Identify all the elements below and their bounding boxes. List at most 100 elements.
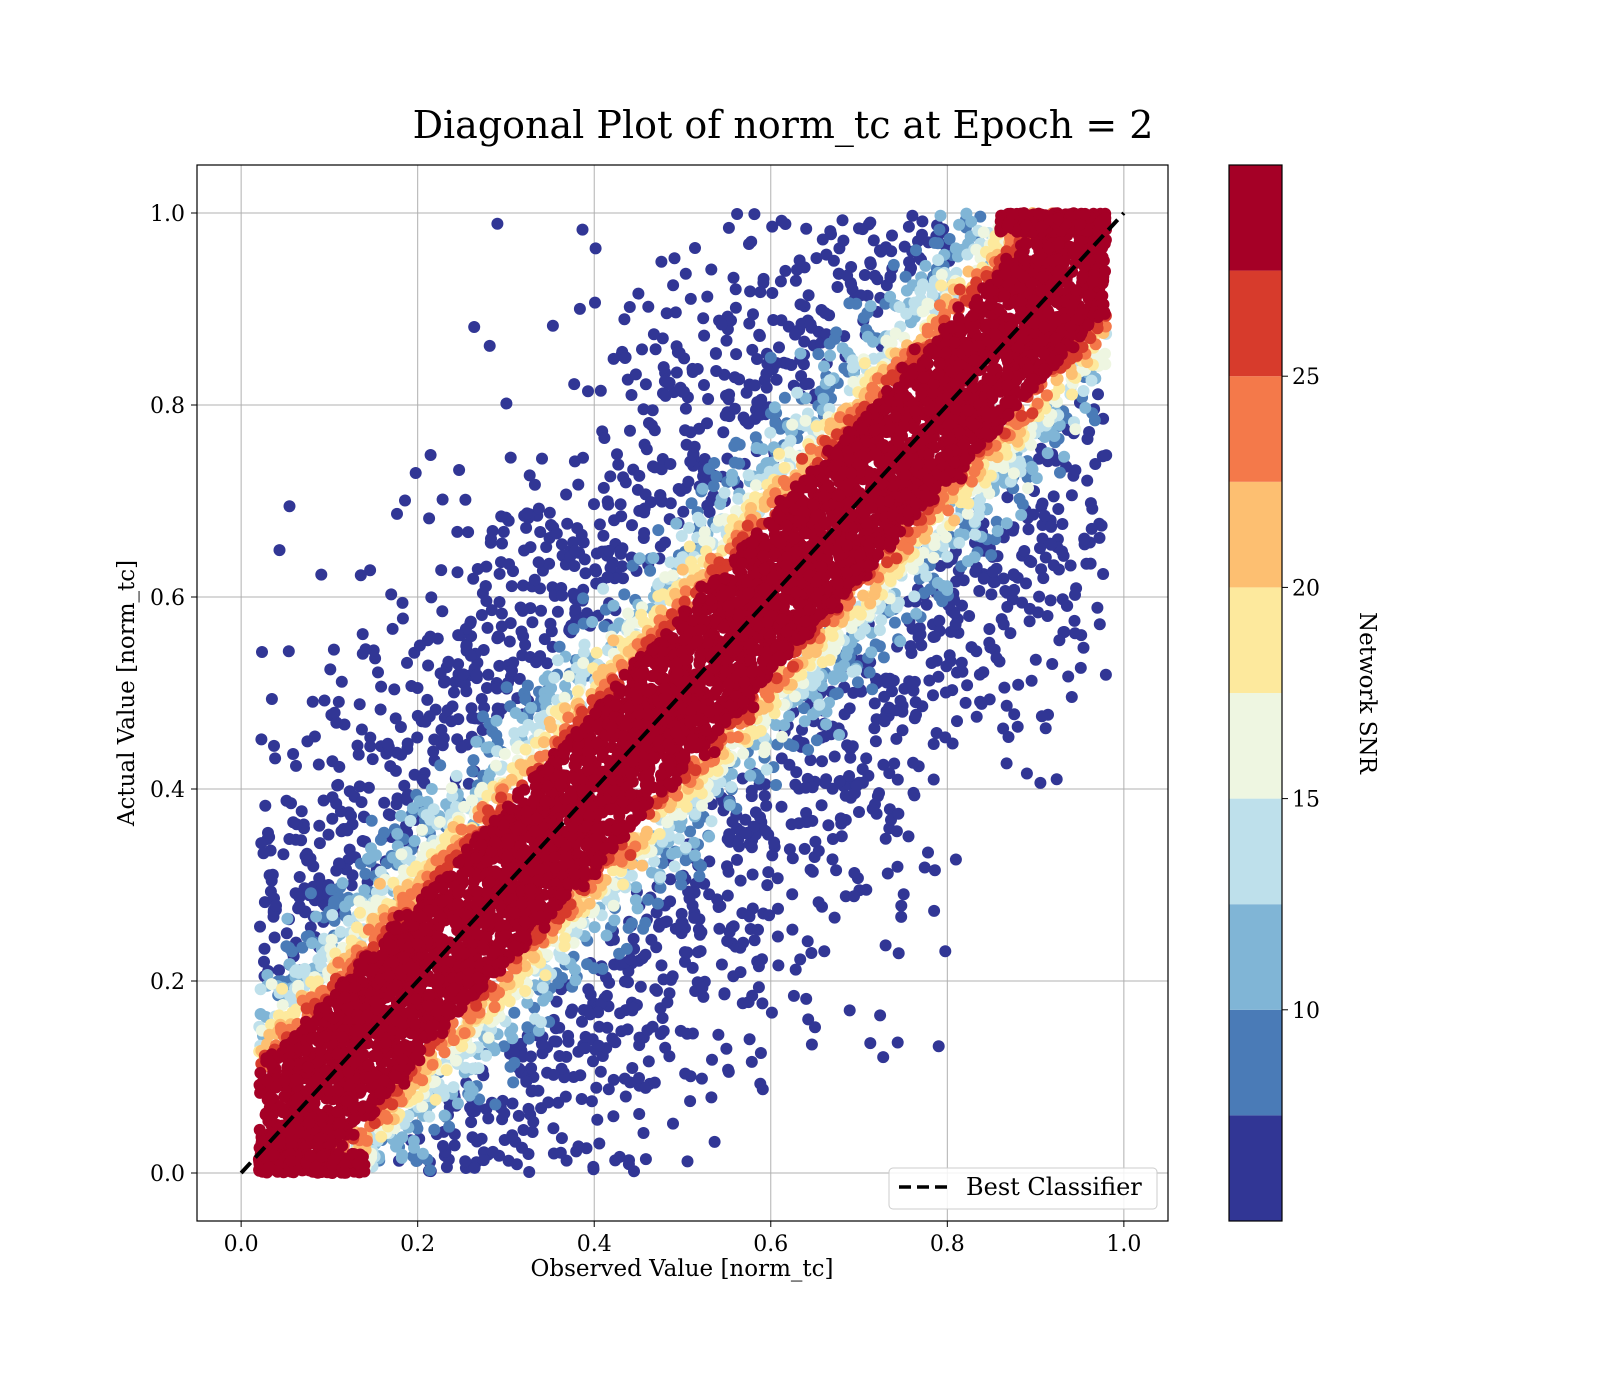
scatter-point xyxy=(451,1097,464,1110)
scatter-point xyxy=(515,625,528,638)
scatter-point xyxy=(723,799,736,811)
scatter-point xyxy=(902,220,915,233)
scatter-point xyxy=(853,222,865,235)
scatter-point xyxy=(585,1095,598,1108)
scatter-point xyxy=(536,452,548,465)
scatter-point xyxy=(659,389,672,402)
scatter-point xyxy=(1047,490,1060,503)
scatter-point xyxy=(908,789,921,802)
scatter-point xyxy=(496,537,508,550)
scatter-point xyxy=(705,1091,718,1104)
scatter-point xyxy=(619,476,632,489)
scatter-point xyxy=(747,308,759,321)
scatter-point xyxy=(932,1040,945,1053)
scatter-point xyxy=(313,837,326,850)
scatter-point xyxy=(804,754,817,767)
scatter-point xyxy=(664,873,677,886)
scatter-point xyxy=(997,618,1010,631)
scatter-point xyxy=(452,658,465,671)
scatter-point xyxy=(772,959,785,972)
scatter-point xyxy=(1046,658,1059,670)
scatter-point xyxy=(886,229,898,242)
scatter-point xyxy=(510,1158,523,1171)
scatter-point xyxy=(659,536,671,549)
scatter-point xyxy=(293,891,306,904)
scatter-point xyxy=(675,907,688,920)
scatter-point xyxy=(593,1137,606,1150)
scatter-point xyxy=(638,527,651,539)
scatter-point xyxy=(1029,653,1042,666)
scatter-point xyxy=(374,703,387,716)
scatter-point xyxy=(581,958,594,971)
scatter-point xyxy=(613,1150,626,1163)
scatter-point xyxy=(846,361,859,374)
scatter-point xyxy=(265,693,278,705)
scatter-point xyxy=(555,1132,568,1145)
scatter-point xyxy=(764,426,777,439)
scatter-point xyxy=(378,826,391,839)
scatter-point xyxy=(333,760,346,773)
scatter-point xyxy=(1045,520,1058,533)
scatter-point xyxy=(912,631,925,644)
scatter-point xyxy=(556,589,568,602)
scatter-point xyxy=(730,436,743,449)
scatter-point xyxy=(800,992,813,1005)
scatter-point xyxy=(466,711,479,724)
scatter-point xyxy=(608,914,621,927)
scatter-point xyxy=(985,549,998,562)
scatter-point xyxy=(479,580,492,593)
scatter-point xyxy=(451,566,464,579)
scatter-point xyxy=(633,469,646,482)
scatter-point xyxy=(1081,433,1094,445)
scatter-point xyxy=(330,716,343,729)
scatter-point xyxy=(427,803,440,816)
scatter-point xyxy=(661,816,674,829)
scatter-point xyxy=(844,742,857,755)
scatter-point xyxy=(866,683,879,696)
scatter-point xyxy=(1001,491,1014,504)
scatter-point xyxy=(910,708,922,721)
scatter-point xyxy=(1018,545,1031,557)
scatter-point xyxy=(968,551,981,564)
scatter-point xyxy=(588,921,601,934)
scatter-point xyxy=(733,457,746,470)
scatter-point xyxy=(576,223,589,236)
scatter-point xyxy=(695,860,708,872)
scatter-point xyxy=(536,981,549,994)
scatter-point xyxy=(884,575,897,588)
scatter-point xyxy=(869,583,882,595)
scatter-point xyxy=(824,225,837,238)
scatter-point xyxy=(516,1141,528,1154)
scatter-point xyxy=(624,953,637,966)
scatter-point xyxy=(942,504,955,517)
scatter-point xyxy=(268,931,281,944)
scatter-point xyxy=(875,614,888,627)
scatter-point xyxy=(601,571,614,584)
scatter-point xyxy=(916,700,929,713)
scatter-point xyxy=(883,767,896,780)
scatter-point xyxy=(1039,722,1052,735)
scatter-point xyxy=(1041,610,1054,622)
scatter-point xyxy=(1038,509,1051,522)
scatter-point xyxy=(1088,414,1101,427)
scatter-point xyxy=(652,590,665,603)
scatter-point xyxy=(597,529,610,542)
scatter-point xyxy=(459,493,472,506)
scatter-point xyxy=(612,458,625,471)
scatter-point xyxy=(751,353,763,365)
scatter-point xyxy=(520,1075,533,1088)
scatter-point xyxy=(837,234,850,247)
scatter-point xyxy=(553,1050,566,1062)
scatter-point xyxy=(969,528,982,541)
scatter-point xyxy=(273,544,286,557)
scatter-point xyxy=(1047,559,1060,572)
scatter-point xyxy=(534,1016,547,1029)
scatter-point xyxy=(1023,615,1036,628)
scatter-point xyxy=(809,1021,821,1034)
scatter-point xyxy=(328,706,341,719)
scatter-point xyxy=(556,971,568,984)
scatter-point xyxy=(353,698,366,711)
scatter-point xyxy=(987,576,1000,589)
scatter-point xyxy=(306,937,319,950)
scatter-point xyxy=(776,730,788,743)
